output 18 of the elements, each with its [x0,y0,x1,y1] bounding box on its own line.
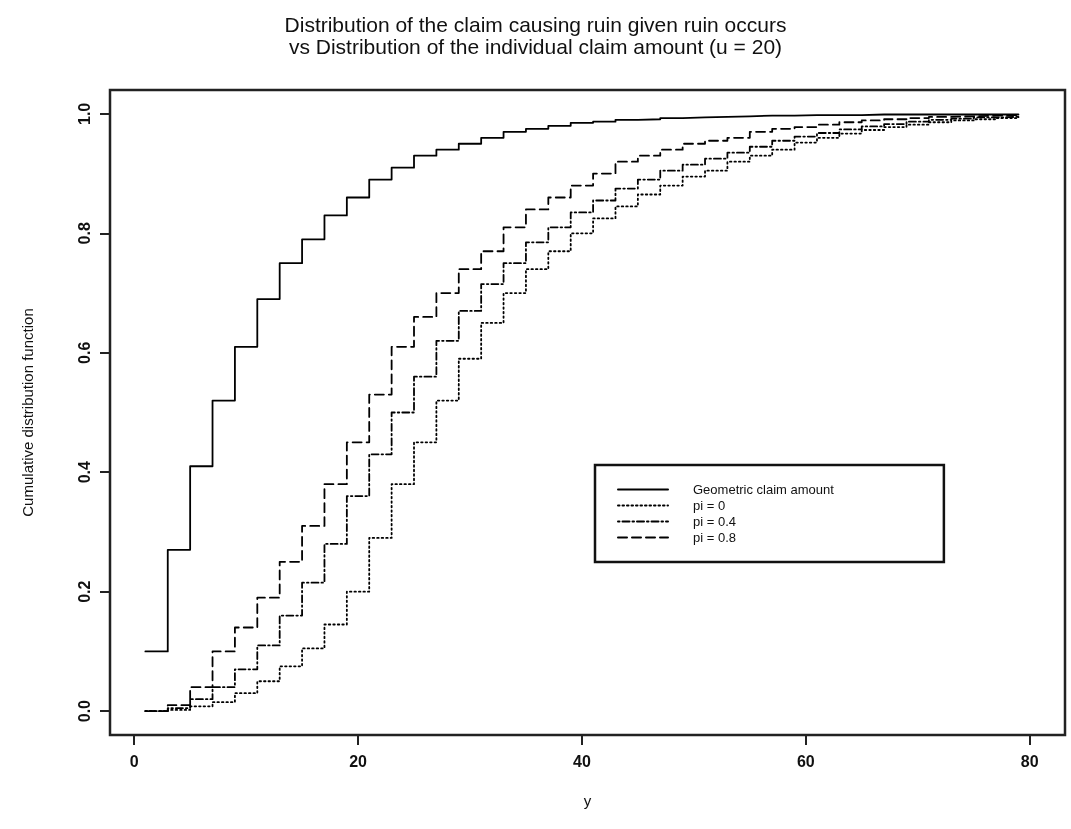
y-tick-label: 0.4 [75,461,93,484]
x-tick-label: 0 [129,752,139,770]
legend-label: pi = 0 [693,498,726,513]
chart-title: Distribution of the claim causing ruin given ruin occurs vs Distribution of the individual claim amount (u = 20) [284,12,787,58]
y-tick-label: 1.0 [75,102,93,126]
x-tick-label: 60 [796,752,815,770]
y-tick-label: 0.0 [75,699,93,723]
y-tick-label: 0.6 [75,341,93,364]
legend-label: pi = 0.8 [693,530,737,545]
x-tick-label: 40 [573,752,591,770]
x-axis-title: y [583,792,592,809]
legend-label: pi = 0.4 [693,514,737,529]
y-tick-label: 0.8 [75,222,93,245]
legend-label: Geometric claim amount [693,482,835,497]
y-tick-label: 0.2 [75,580,93,603]
x-tick-label: 80 [1020,752,1039,770]
y-axis-title: Cumulative distribution function [19,308,36,517]
x-tick-label: 20 [349,752,368,770]
